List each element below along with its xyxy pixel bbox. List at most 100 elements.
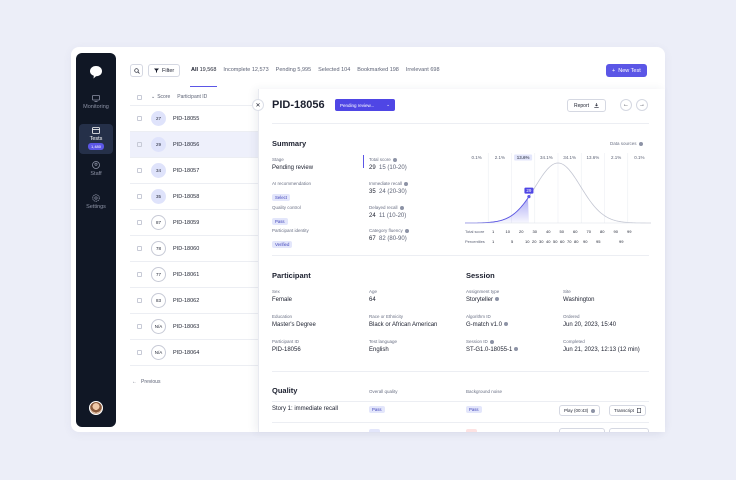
delayed-recall-field[interactable]: Delayed recall 24 11 (10-20): [369, 205, 406, 219]
score-badge: N/A: [151, 319, 166, 334]
row-checkbox[interactable]: [137, 324, 142, 329]
pi-label: Participant identity: [272, 228, 309, 233]
stage-value: Pending review: [272, 165, 314, 171]
row-checkbox[interactable]: [137, 194, 142, 199]
tab-selected[interactable]: Selected 104: [318, 67, 350, 73]
search-button[interactable]: [130, 64, 143, 77]
participant-id: PID-18060: [173, 245, 200, 252]
report-button[interactable]: Report: [567, 99, 607, 112]
tab-bar: All 19,568 Incomplete 12,573 Pending 5,9…: [191, 67, 440, 73]
nav-monitoring[interactable]: Monitoring: [79, 95, 113, 110]
table-row[interactable]: 87 PID-18059: [130, 210, 260, 236]
status-label: Pending review...: [340, 102, 375, 108]
info-icon: [503, 322, 508, 326]
filter-label: Filter: [162, 67, 175, 74]
delayed-recall-range: 11 (10-20): [379, 213, 407, 219]
tab-all[interactable]: All 19,568: [191, 67, 216, 73]
percentile-tick: 70: [567, 239, 572, 244]
row-checkbox[interactable]: [137, 220, 142, 225]
percentiles-axis-label: Percentiles: [465, 239, 485, 244]
play-audio-button[interactable]: Play (00:43): [559, 405, 601, 416]
close-panel-button[interactable]: ✕: [252, 99, 264, 111]
nav-settings[interactable]: Settings: [79, 194, 113, 210]
score-header[interactable]: Score: [157, 94, 171, 100]
new-test-button[interactable]: + New Test: [606, 64, 647, 77]
row-checkbox[interactable]: [137, 116, 142, 121]
band-percent-label: 13.6%: [586, 155, 599, 160]
info-icon: [392, 157, 397, 162]
gear-icon: [92, 194, 100, 202]
select-all-checkbox[interactable]: [137, 94, 142, 100]
nav-staff[interactable]: Staff: [79, 161, 113, 177]
tab-pending[interactable]: Pending 5,995: [276, 67, 311, 73]
divider: [272, 422, 649, 423]
table-row[interactable]: 27 PID-18055: [130, 106, 260, 132]
table-row[interactable]: N/A PID-18063: [130, 314, 260, 340]
row-checkbox[interactable]: [137, 298, 142, 303]
sex-value: Female: [272, 297, 293, 303]
session-id-label: Session ID: [466, 339, 488, 344]
tab-irrelevant[interactable]: Irrelevant 698: [406, 67, 440, 73]
score-tick: 1: [492, 229, 495, 234]
sort-icon[interactable]: ⌄: [151, 94, 156, 100]
category-fluency-field[interactable]: Category fluency 67 82 (80-90): [369, 228, 409, 242]
table-row[interactable]: 77 PID-18061: [130, 262, 260, 288]
tab-bookmarked[interactable]: Bookmarked 198: [357, 67, 399, 73]
filter-button[interactable]: Filter: [148, 64, 181, 77]
race-label: Race or Ethnicity: [369, 314, 404, 319]
table-row[interactable]: 35 PID-18058: [130, 184, 260, 210]
score-tick: 90: [614, 229, 619, 234]
row-checkbox[interactable]: [137, 246, 142, 251]
tab-irrelevant-name: Irrelevant: [405, 67, 429, 73]
row-checkbox[interactable]: [137, 350, 142, 355]
overall-quality-chip: [369, 429, 380, 432]
list-header: ⌄ Score Participant ID: [130, 89, 260, 106]
table-row[interactable]: 34 PID-18057: [130, 158, 260, 184]
background-noise-chip: Pass: [466, 406, 482, 413]
band-percent-label: 34.1%: [563, 155, 576, 160]
row-checkbox[interactable]: [137, 272, 142, 277]
participant-id-value: PID-18056: [272, 347, 301, 353]
data-sources-link[interactable]: Data sources: [610, 141, 643, 146]
score-badge: 29: [151, 137, 166, 152]
status-dropdown[interactable]: Pending review... ⌄: [335, 99, 396, 111]
table-row[interactable]: 78 PID-18060: [130, 236, 260, 262]
nav-staff-label: Staff: [90, 171, 102, 177]
table-row[interactable]: 83 PID-18062: [130, 288, 260, 314]
total-score-value: 29: [369, 165, 376, 171]
immediate-recall-field[interactable]: Immediate recall 35 24 (20-30): [369, 181, 409, 195]
score-tick: 30: [533, 229, 538, 234]
user-avatar[interactable]: [89, 401, 103, 415]
race-value: Black or African American: [369, 322, 438, 328]
algorithm-label: Algorithm ID: [466, 314, 491, 319]
tab-selected-count: 104: [341, 67, 351, 73]
percentile-tick: 99: [619, 239, 624, 244]
participant-title: Participant: [272, 271, 311, 280]
total-score-field[interactable]: Total score 29 15 (10-20): [369, 157, 407, 171]
plus-icon: +: [612, 67, 616, 74]
row-checkbox[interactable]: [137, 168, 142, 173]
transcript-button[interactable]: [609, 428, 649, 432]
transcript-button[interactable]: Transcript: [609, 405, 646, 416]
band-percent-label: 2.1%: [495, 155, 505, 160]
participant-header[interactable]: Participant ID: [177, 94, 208, 100]
background-noise-header: Background noise: [466, 389, 503, 394]
previous-button[interactable]: ← Previous: [132, 379, 160, 385]
participant-id: PID-18058: [173, 193, 200, 200]
age-value: 64: [369, 297, 376, 303]
play-audio-button[interactable]: [559, 428, 605, 432]
next-participant-button[interactable]: →: [636, 99, 648, 111]
score-badge: 77: [151, 267, 166, 282]
data-sources-label: Data sources: [610, 141, 637, 146]
tab-bookmarked-name: Bookmarked: [357, 67, 389, 73]
row-checkbox[interactable]: [137, 142, 142, 147]
participant-id: PID-18059: [173, 219, 200, 226]
table-row[interactable]: N/A PID-18064: [130, 340, 260, 366]
monitor-icon: [92, 95, 100, 102]
tab-incomplete[interactable]: Incomplete 12,573: [223, 67, 268, 73]
nav-tests[interactable]: Tests 1,480: [79, 124, 113, 154]
tab-incomplete-count: 12,573: [251, 67, 269, 73]
prev-participant-button[interactable]: ←: [620, 99, 632, 111]
table-row[interactable]: 29 PID-18056: [130, 132, 260, 158]
score-tick: 50: [560, 229, 565, 234]
